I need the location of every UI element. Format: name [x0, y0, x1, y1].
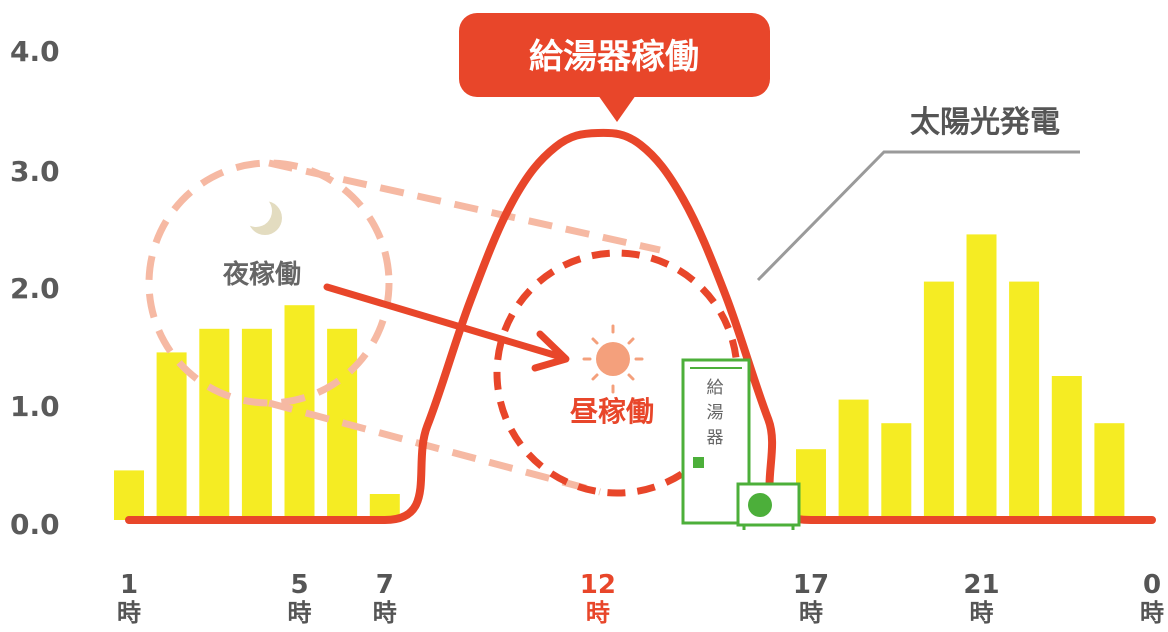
- solar-label: 太陽光発電: [910, 105, 1060, 140]
- bar-hour-22: [1009, 281, 1040, 520]
- x-tick-unit-17: 時: [799, 599, 823, 627]
- heat-pump-unit-icon: [736, 482, 801, 530]
- x-tick-number-7: 7: [376, 570, 394, 600]
- x-tick-unit-1: 時: [117, 599, 141, 627]
- x-tick-number-0: 0: [1143, 570, 1161, 600]
- heater-label-char-2: 湯: [707, 403, 724, 423]
- solar-generation-curve: [125, 128, 1156, 524]
- x-tick-number-1: 1: [120, 570, 138, 600]
- bar-hour-17: [796, 449, 826, 520]
- heater-label-char-3: 器: [707, 428, 724, 448]
- consumption-bars: [114, 234, 1125, 520]
- bar-hour-2: [156, 352, 187, 520]
- x-tick-number-17: 17: [793, 570, 829, 600]
- night-cone-upper-line: [268, 159, 661, 254]
- heater-label-char-1: 給: [707, 378, 724, 398]
- solar-label-group: 太陽光発電: [756, 105, 1080, 282]
- bar-hour-4: [241, 328, 272, 520]
- x-tick-number-5: 5: [290, 570, 308, 600]
- x-tick-unit-5: 時: [288, 599, 312, 627]
- y-tick-label-0: 0.0: [10, 508, 60, 541]
- bar-hour-1: [114, 470, 144, 520]
- x-tick-number-12: 12: [580, 570, 616, 600]
- y-axis: 4.0 3.0 2.0 1.0 0.0: [10, 35, 60, 541]
- x-tick-number-21: 21: [963, 570, 999, 600]
- night-dashed-circle: [145, 159, 393, 407]
- day-operation-label: 昼稼働: [570, 395, 654, 428]
- bar-hour-3: [199, 328, 230, 520]
- night-operation-label: 夜稼働: [222, 259, 301, 290]
- bar-hour-18: [838, 399, 869, 520]
- x-tick-unit-21: 時: [970, 599, 994, 627]
- x-tick-unit-7: 時: [373, 599, 397, 627]
- bar-hour-23: [1051, 376, 1082, 520]
- night-operation-zone: 夜稼働: [145, 159, 661, 496]
- sun-icon: [582, 324, 644, 394]
- bar-hour-19: [881, 423, 912, 520]
- y-tick-label-3: 3.0: [10, 155, 60, 188]
- x-tick-unit-12: 時: [586, 599, 610, 627]
- heater-operation-callout: 給湯器稼働: [459, 13, 770, 122]
- bar-hour-21: [966, 234, 997, 520]
- y-tick-label-4: 4.0: [10, 35, 60, 68]
- y-tick-label-1: 1.0: [10, 390, 60, 423]
- x-tick-unit-0: 時: [1140, 599, 1164, 627]
- y-tick-label-2: 2.0: [10, 272, 60, 305]
- crescent-moon-icon: [240, 195, 282, 235]
- shift-arrow: [323, 283, 570, 372]
- solar-leader-line: [756, 150, 1080, 282]
- bar-hour-24: [1094, 423, 1125, 520]
- bar-hour-20: [923, 281, 954, 520]
- night-cone-lower-line: [268, 399, 601, 496]
- callout-label: 給湯器稼働: [529, 37, 699, 77]
